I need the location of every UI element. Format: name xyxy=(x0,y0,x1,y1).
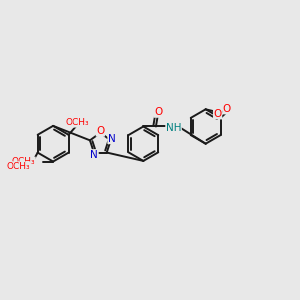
Text: N: N xyxy=(91,150,98,160)
Text: O: O xyxy=(223,104,231,114)
Text: O: O xyxy=(214,109,222,119)
Text: NH: NH xyxy=(166,122,181,133)
Text: O: O xyxy=(154,107,162,117)
Text: O: O xyxy=(96,126,104,136)
Text: OCH₃: OCH₃ xyxy=(7,162,30,171)
Text: N: N xyxy=(108,134,116,144)
Text: OCH₃: OCH₃ xyxy=(12,157,35,166)
Text: OCH₃: OCH₃ xyxy=(65,118,89,127)
